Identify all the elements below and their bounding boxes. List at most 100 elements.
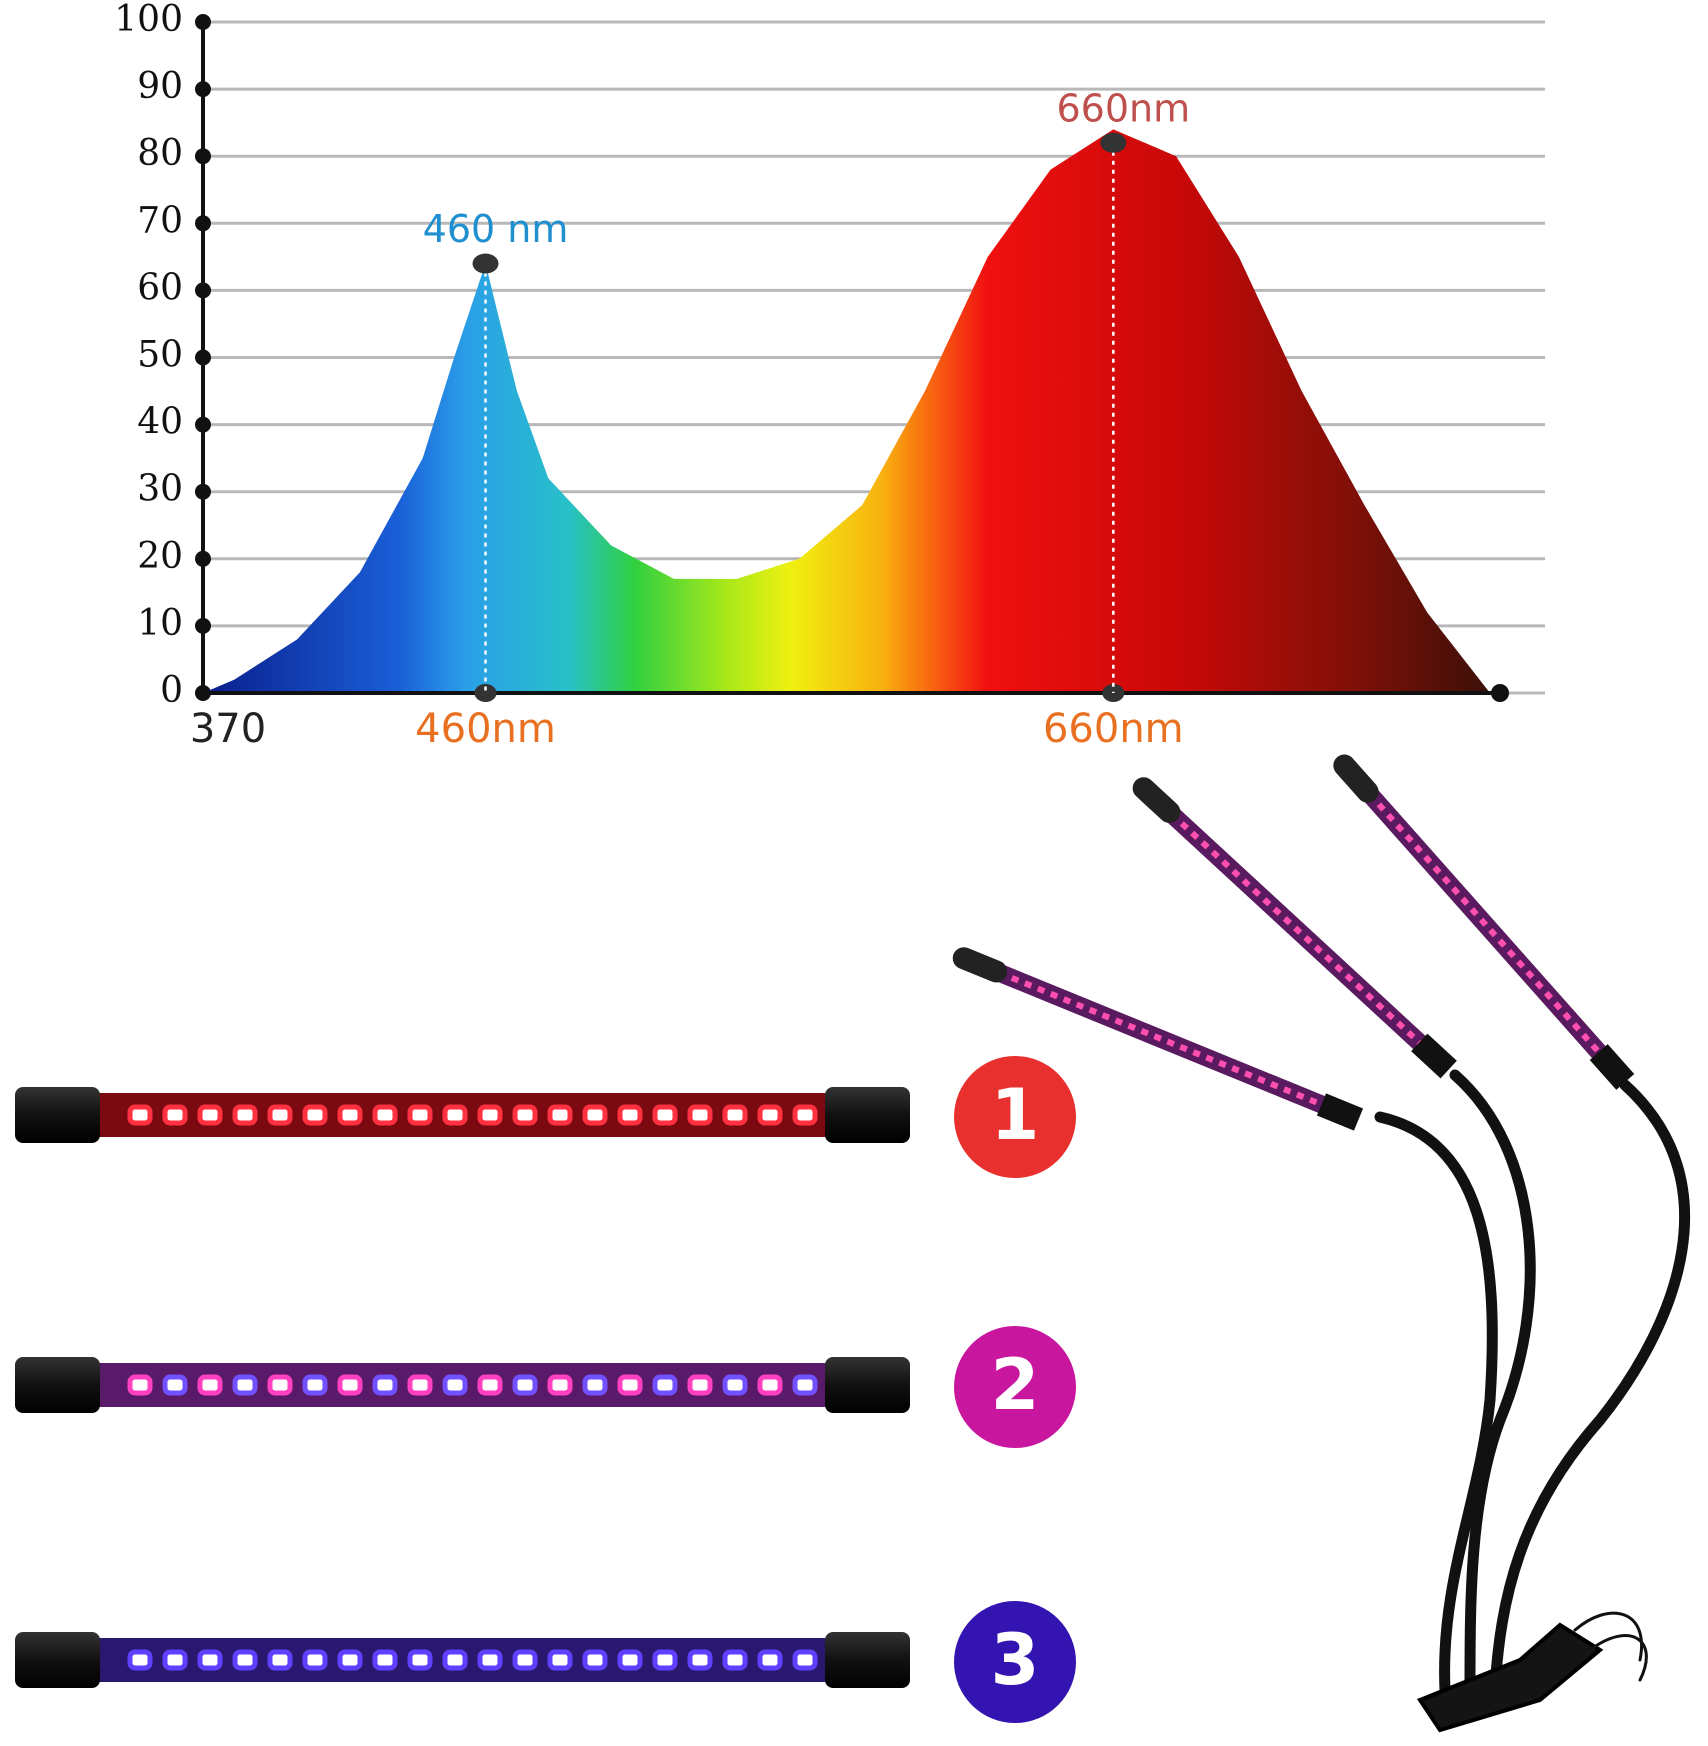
badge-label: 2 xyxy=(991,1344,1040,1426)
led xyxy=(197,1649,223,1671)
led xyxy=(162,1649,188,1671)
clip-cable xyxy=(1573,1611,1648,1682)
led xyxy=(652,1104,678,1126)
led xyxy=(372,1649,398,1671)
bar-cap xyxy=(15,1357,100,1413)
led xyxy=(617,1104,643,1126)
led xyxy=(617,1649,643,1671)
x-tick-label: 660nm xyxy=(1043,706,1184,752)
led xyxy=(687,1104,713,1126)
led xyxy=(652,1374,678,1396)
head-leds xyxy=(1348,771,1615,1069)
head-cap xyxy=(952,947,1008,983)
y-tick-label: 50 xyxy=(137,335,183,376)
led xyxy=(267,1104,293,1126)
y-tick-label: 20 xyxy=(137,536,183,577)
led xyxy=(267,1374,293,1396)
lamp-heads xyxy=(952,754,1635,1131)
led xyxy=(477,1374,503,1396)
led xyxy=(652,1649,678,1671)
led xyxy=(337,1649,363,1671)
gooseneck xyxy=(1374,1111,1498,1696)
lamp-bars xyxy=(15,1087,910,1688)
led xyxy=(512,1649,538,1671)
led xyxy=(547,1649,573,1671)
badge xyxy=(954,1601,1076,1723)
x-tick-label: 370 xyxy=(190,706,266,752)
badge-label: 3 xyxy=(991,1619,1040,1701)
bar-cap xyxy=(825,1632,910,1688)
led xyxy=(232,1374,258,1396)
led xyxy=(757,1374,783,1396)
led xyxy=(372,1374,398,1396)
lamp-fixture xyxy=(1374,1069,1690,1733)
led xyxy=(127,1374,153,1396)
led xyxy=(337,1104,363,1126)
axis-end xyxy=(1491,684,1509,702)
led xyxy=(162,1374,188,1396)
spectrum-chart: 0 10 20 30 40 50 60 70 80 90 100 370 460nm 660nm 460 n… xyxy=(114,0,1545,752)
led xyxy=(687,1649,713,1671)
led xyxy=(162,1104,188,1126)
led xyxy=(267,1649,293,1671)
led xyxy=(722,1104,748,1126)
head-cap xyxy=(1411,1033,1457,1079)
badge xyxy=(954,1056,1076,1178)
led xyxy=(547,1374,573,1396)
y-tick-label: 100 xyxy=(114,0,183,40)
annotation-label: 660nm xyxy=(1056,86,1190,130)
annotation-point xyxy=(472,253,499,274)
y-tick-label: 0 xyxy=(160,670,183,711)
led xyxy=(792,1104,818,1126)
x-tick xyxy=(474,684,497,702)
led xyxy=(582,1374,608,1396)
led xyxy=(512,1374,538,1396)
led xyxy=(442,1104,468,1126)
led xyxy=(302,1374,328,1396)
led xyxy=(792,1649,818,1671)
led xyxy=(197,1104,223,1126)
led xyxy=(477,1104,503,1126)
led xyxy=(792,1374,818,1396)
led xyxy=(547,1104,573,1126)
led xyxy=(757,1649,783,1671)
badge-label: 1 xyxy=(991,1074,1040,1156)
led xyxy=(232,1104,258,1126)
gooseneck xyxy=(1449,1069,1536,1696)
led xyxy=(127,1649,153,1671)
led xyxy=(722,1649,748,1671)
led xyxy=(442,1649,468,1671)
head-tube xyxy=(1142,786,1443,1065)
y-tick-label: 70 xyxy=(137,200,183,241)
led xyxy=(302,1104,328,1126)
led xyxy=(232,1649,258,1671)
led xyxy=(302,1649,328,1671)
x-tick-label: 460nm xyxy=(415,706,556,752)
led xyxy=(407,1374,433,1396)
annotation-label: 460 nm xyxy=(423,207,569,251)
head-leds xyxy=(971,959,1342,1115)
bar-cap xyxy=(825,1087,910,1143)
led xyxy=(337,1374,363,1396)
led xyxy=(722,1374,748,1396)
led xyxy=(512,1104,538,1126)
led xyxy=(582,1104,608,1126)
head-cap xyxy=(1132,777,1181,823)
badges: 1 2 3 xyxy=(954,1056,1076,1723)
head-cap xyxy=(1589,1044,1635,1090)
led xyxy=(477,1649,503,1671)
y-tick-label: 80 xyxy=(137,133,183,174)
led xyxy=(442,1374,468,1396)
y-tick-label: 60 xyxy=(137,267,183,308)
led xyxy=(372,1104,398,1126)
led xyxy=(582,1649,608,1671)
y-tick-label: 90 xyxy=(137,66,183,107)
y-tick-label: 40 xyxy=(137,402,183,443)
led xyxy=(127,1104,153,1126)
y-tick-label: 30 xyxy=(137,469,183,510)
led xyxy=(197,1374,223,1396)
bar-cap xyxy=(15,1087,100,1143)
annotation-point xyxy=(1100,132,1127,153)
bar-cap xyxy=(825,1357,910,1413)
